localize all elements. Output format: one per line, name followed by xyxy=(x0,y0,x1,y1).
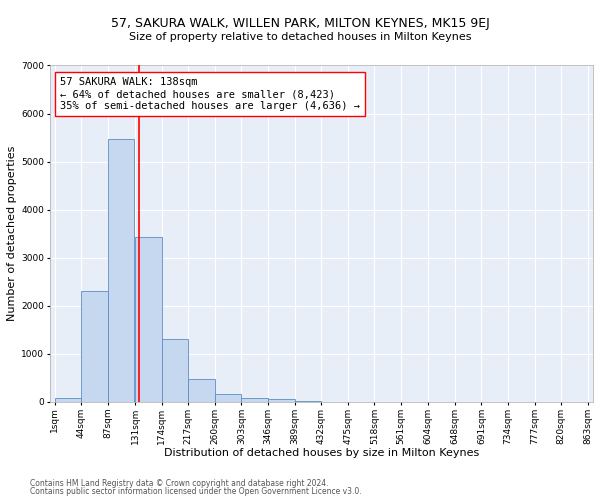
Bar xyxy=(81,292,108,402)
Bar xyxy=(108,138,134,402)
Bar xyxy=(188,380,215,402)
X-axis label: Distribution of detached houses by size in Milton Keynes: Distribution of detached houses by size … xyxy=(164,448,479,458)
Text: 57 SAKURA WALK: 138sqm
← 64% of detached houses are smaller (8,423)
35% of semi-: 57 SAKURA WALK: 138sqm ← 64% of detached… xyxy=(60,78,360,110)
Text: 57, SAKURA WALK, WILLEN PARK, MILTON KEYNES, MK15 9EJ: 57, SAKURA WALK, WILLEN PARK, MILTON KEY… xyxy=(110,18,490,30)
Y-axis label: Number of detached properties: Number of detached properties xyxy=(7,146,17,322)
Text: Size of property relative to detached houses in Milton Keynes: Size of property relative to detached ho… xyxy=(129,32,471,42)
Bar xyxy=(215,394,241,402)
Text: Contains HM Land Registry data © Crown copyright and database right 2024.: Contains HM Land Registry data © Crown c… xyxy=(30,478,329,488)
Bar xyxy=(295,400,321,402)
Bar xyxy=(241,398,268,402)
Text: Contains public sector information licensed under the Open Government Licence v3: Contains public sector information licen… xyxy=(30,487,362,496)
Bar xyxy=(161,338,188,402)
Bar xyxy=(135,237,161,402)
Bar xyxy=(268,400,295,402)
Bar xyxy=(55,398,81,402)
